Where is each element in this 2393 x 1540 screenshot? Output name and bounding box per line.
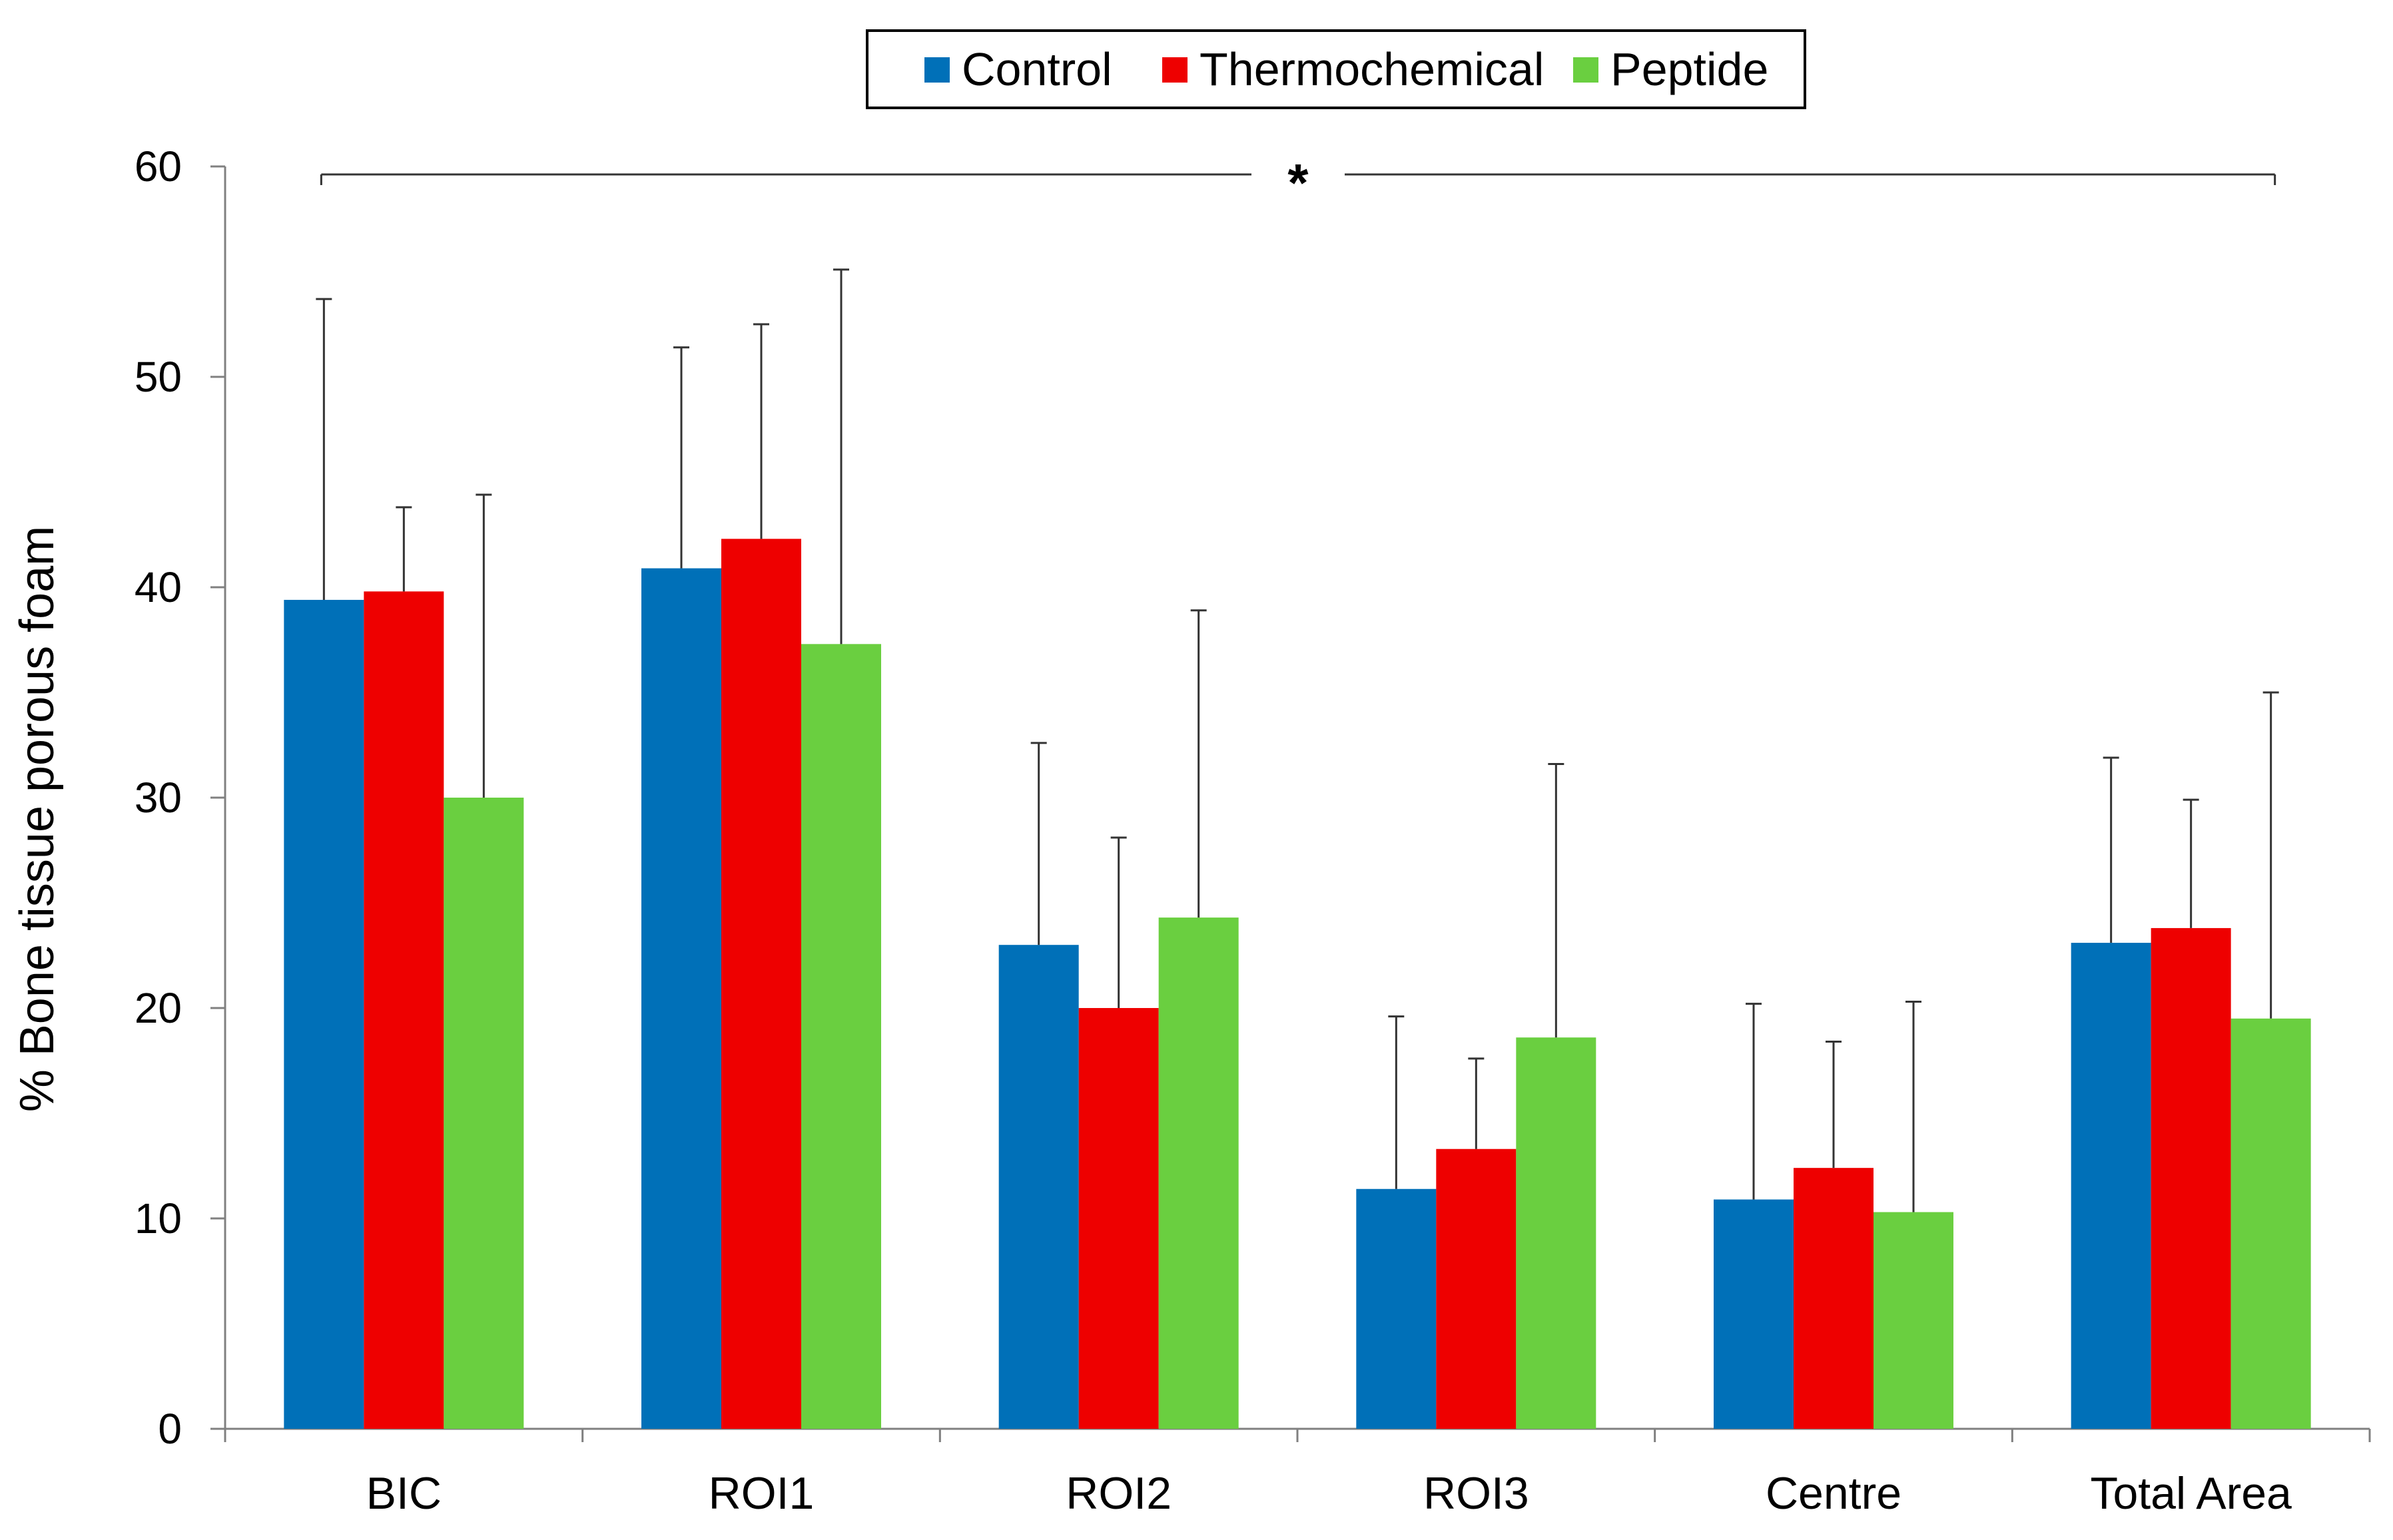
bar-thermochemical-roi2 bbox=[1078, 1008, 1159, 1429]
legend-label-control: Control bbox=[962, 43, 1112, 95]
bar-thermochemical-bic bbox=[364, 591, 444, 1429]
x-category-label: BIC bbox=[366, 1468, 442, 1519]
bar-peptide-bic bbox=[444, 798, 524, 1429]
y-axis-title: % Bone tissue porous foam bbox=[11, 526, 64, 1113]
bar-thermochemical-centre bbox=[1794, 1168, 1874, 1429]
legend: Control Thermochemical Peptide bbox=[866, 29, 1806, 109]
bar-control-roi2 bbox=[998, 945, 1079, 1429]
y-tick-label: 40 bbox=[135, 563, 182, 611]
significance-asterisk: * bbox=[1287, 153, 1309, 212]
legend-label-peptide: Peptide bbox=[1610, 43, 1768, 95]
bar-thermochemical-total-area bbox=[2151, 927, 2231, 1429]
legend-label-thermochemical: Thermochemical bbox=[1199, 43, 1544, 95]
bar-thermochemical-roi1 bbox=[721, 539, 801, 1429]
axes: 0 10 20 30 40 50 60 BIC ROI1 ROI2 ROI3 Centre Total … bbox=[135, 142, 2371, 1519]
bar-control-centre bbox=[1714, 1199, 1794, 1429]
bar-control-total-area bbox=[2071, 943, 2151, 1429]
bar-control-bic bbox=[284, 599, 364, 1429]
significance-bracket: * bbox=[320, 153, 2276, 212]
bar-control-roi3 bbox=[1356, 1188, 1437, 1429]
x-category-label: ROI3 bbox=[1423, 1468, 1529, 1519]
bar-peptide-centre bbox=[1874, 1212, 1953, 1429]
bar-peptide-total-area bbox=[2230, 1018, 2311, 1429]
y-tick-label: 10 bbox=[135, 1194, 182, 1242]
x-category-label: ROI1 bbox=[709, 1468, 815, 1519]
legend-swatch-control bbox=[924, 57, 950, 83]
bar-peptide-roi1 bbox=[801, 644, 881, 1429]
bar-peptide-roi2 bbox=[1158, 917, 1239, 1429]
x-category-label: ROI2 bbox=[1066, 1468, 1172, 1519]
bar-control-roi1 bbox=[641, 568, 721, 1429]
y-tick-label: 30 bbox=[135, 774, 182, 822]
legend-swatch-thermochemical bbox=[1162, 57, 1188, 83]
x-category-label: Centre bbox=[1766, 1468, 1901, 1519]
bar-peptide-roi3 bbox=[1516, 1037, 1596, 1429]
bar-thermochemical-roi3 bbox=[1436, 1149, 1517, 1429]
y-tick-label: 20 bbox=[135, 984, 182, 1032]
legend-box bbox=[866, 29, 1806, 109]
bars bbox=[284, 539, 2311, 1429]
error-bars bbox=[316, 268, 2279, 1212]
legend-swatch-peptide bbox=[1573, 57, 1598, 83]
y-tick-label: 0 bbox=[158, 1405, 182, 1453]
x-category-label: Total Area bbox=[2090, 1468, 2292, 1519]
y-tick-label: 50 bbox=[135, 353, 182, 401]
y-tick-label: 60 bbox=[135, 142, 182, 190]
